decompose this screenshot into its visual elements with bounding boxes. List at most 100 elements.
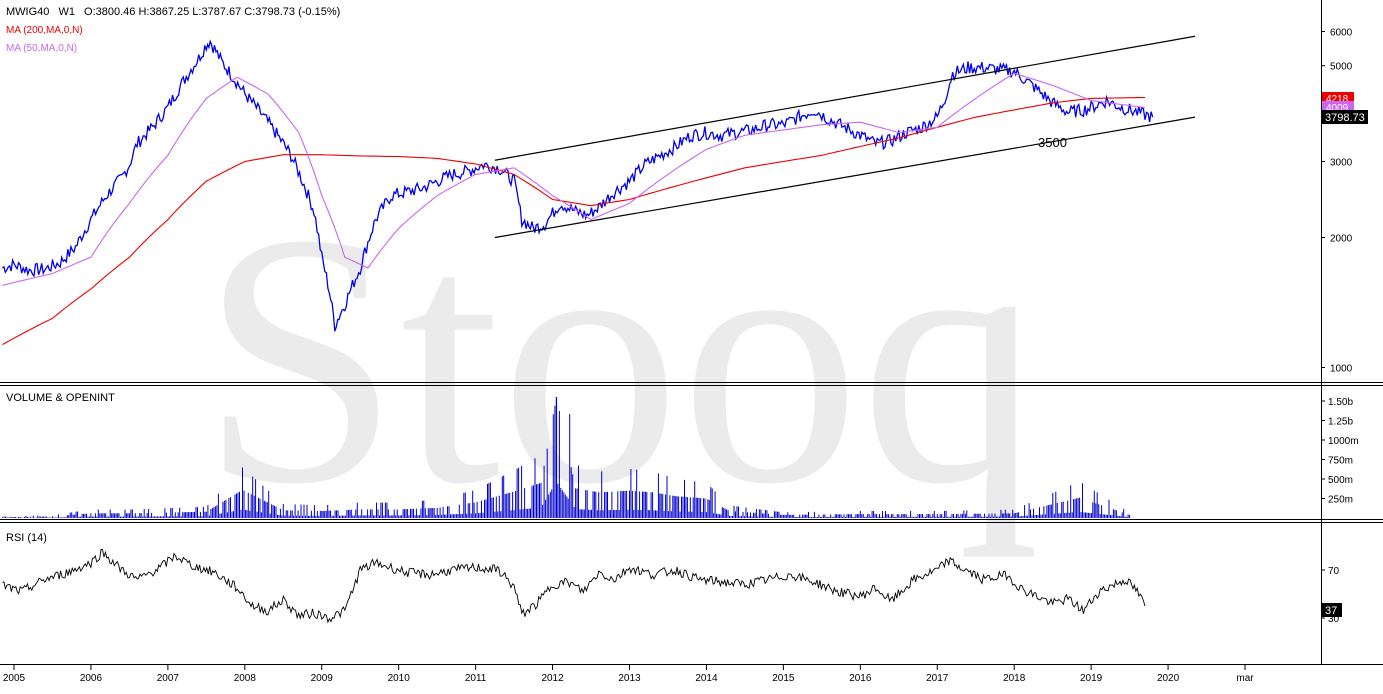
volume-bar [288, 515, 290, 518]
volume-bar [601, 471, 603, 518]
header-ohlc: MWIG40 W1 O:3800.46 H:3867.25 L:3787.67 … [6, 6, 340, 18]
volume-bar [1009, 513, 1011, 518]
volume-bar [334, 510, 336, 518]
volume-bar [115, 513, 117, 518]
volume-bar [117, 513, 119, 518]
volume-bar [682, 496, 684, 518]
volume-bar [162, 516, 164, 518]
volume-bar [347, 509, 349, 518]
volume-bar [558, 411, 560, 518]
x-tick-label: 2008 [234, 673, 257, 684]
volume-bar [140, 513, 142, 518]
volume-bar [580, 509, 582, 518]
volume-bar [976, 513, 978, 518]
volume-bar [564, 494, 566, 518]
volume-bar [554, 405, 556, 518]
volume-bar [569, 414, 571, 518]
volume-y-tick-label: 500m [1328, 475, 1353, 486]
volume-bar [1036, 515, 1037, 518]
volume-bar [383, 515, 385, 518]
volume-bar [315, 515, 317, 518]
svg-text:37: 37 [1325, 605, 1337, 617]
volume-bar [93, 516, 95, 518]
volume-bar [1010, 516, 1012, 518]
volume-bar [350, 509, 352, 518]
volume-bar [100, 513, 102, 518]
volume-bar [303, 504, 305, 518]
volume-bar [1089, 513, 1091, 518]
volume-bar [69, 512, 71, 518]
volume-bar [151, 512, 153, 518]
volume-bar [923, 516, 925, 518]
volume-bar [506, 493, 508, 518]
volume-bar [131, 509, 133, 518]
volume-bar [813, 511, 815, 518]
volume-bar [738, 506, 739, 518]
volume-bar [950, 516, 952, 518]
volume-bar [501, 476, 503, 518]
price-y-tick-label: 1000 [1330, 364, 1353, 375]
volume-bar [1086, 512, 1088, 518]
volume-bar [898, 514, 900, 518]
volume-bar [192, 512, 194, 518]
volume-bar [346, 510, 348, 518]
volume-bar [787, 512, 789, 518]
x-tick-label: 2010 [388, 673, 411, 684]
volume-bar [1070, 485, 1072, 518]
volume-bar [609, 510, 611, 518]
volume-bar [797, 517, 799, 518]
volume-bar [384, 502, 386, 518]
volume-bar [636, 469, 638, 518]
ma50-legend: MA (50,MA,0,N) [6, 43, 77, 54]
volume-bar [102, 513, 104, 518]
volume-bar [269, 513, 271, 518]
volume-bar [1067, 500, 1069, 518]
volume-bar [886, 514, 888, 518]
rsi-y-tick-label: 70 [1328, 566, 1340, 577]
volume-bar [230, 497, 231, 518]
volume-bar [479, 512, 481, 518]
volume-bar [794, 517, 796, 518]
volume-bar [507, 493, 509, 518]
volume-bar [404, 509, 406, 518]
volume-bar [1110, 515, 1111, 518]
volume-bar [436, 507, 438, 518]
volume-bar [252, 476, 254, 518]
volume-bar [356, 502, 358, 518]
volume-bar [65, 517, 67, 518]
volume-bar [716, 513, 717, 518]
volume-bar [911, 516, 913, 518]
volume-bar [189, 512, 191, 518]
volume-bar [1121, 512, 1123, 518]
volume-bar [435, 515, 437, 518]
volume-bar [998, 516, 1000, 518]
volume-bar [596, 510, 598, 518]
volume-bar [504, 494, 506, 518]
volume-bar [853, 516, 855, 518]
volume-bar [296, 515, 298, 518]
volume-bar [370, 509, 372, 518]
volume-bar [1058, 513, 1060, 518]
rsi-badge: 37 [1322, 603, 1342, 617]
volume-bar [299, 515, 301, 518]
volume-bar [781, 514, 783, 518]
volume-bar [408, 515, 410, 518]
volume-bar [59, 517, 61, 518]
volume-bar [663, 510, 665, 518]
volume-bar [871, 511, 873, 518]
volume-bar [864, 516, 866, 518]
volume-bar [331, 515, 333, 518]
volume-bar [819, 517, 821, 518]
volume-bar [380, 502, 382, 518]
volume-bar [1052, 493, 1054, 518]
volume-bar [136, 516, 138, 518]
volume-bar [495, 496, 497, 518]
volume-bar [612, 510, 614, 518]
volume-bar [217, 493, 219, 518]
volume-bar [355, 509, 357, 518]
volume-bar [225, 499, 227, 518]
volume-bar [1083, 512, 1085, 518]
x-tick-label: 2012 [541, 673, 564, 684]
volume-bar [870, 516, 872, 518]
volume-bar [828, 516, 830, 518]
